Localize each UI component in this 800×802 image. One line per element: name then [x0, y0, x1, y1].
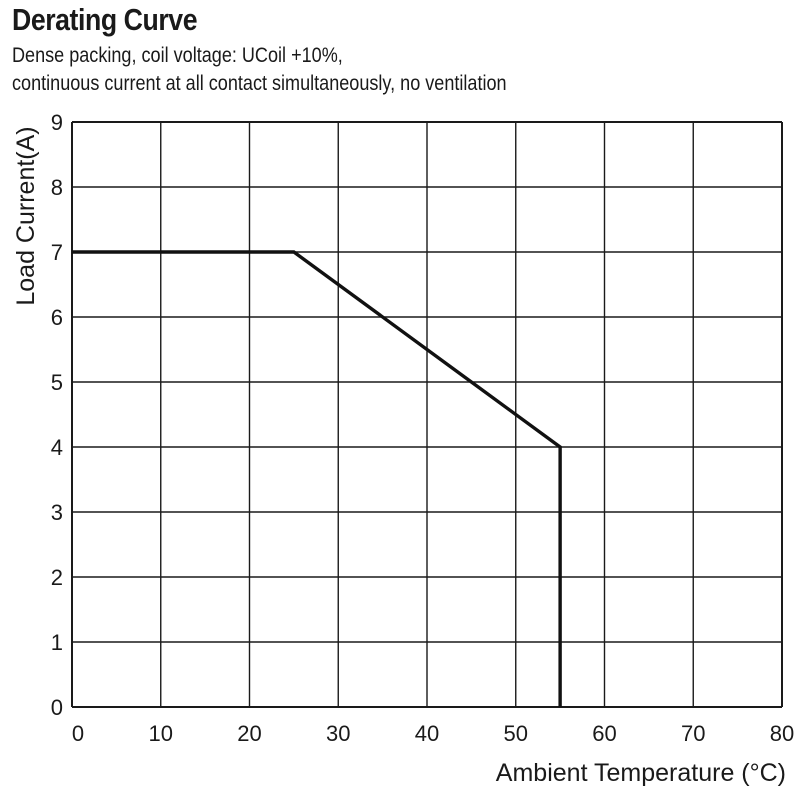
y-tick-label: 7 [51, 240, 63, 265]
y-tick-label: 8 [51, 175, 63, 200]
y-axis-label: Load Current(A) [12, 126, 40, 305]
chart-subtitle-line-2: continuous current at all contact simult… [12, 72, 507, 95]
x-axis-label: Ambient Temperature (°C) [496, 759, 786, 787]
y-tick-label: 9 [51, 110, 63, 135]
chart-title: Derating Curve [12, 2, 198, 37]
grid [71, 121, 783, 708]
chart-subtitle-line-1: Dense packing, coil voltage: UCoil +10%, [12, 44, 343, 67]
derating-curve-line [72, 250, 562, 707]
x-tick-label: 50 [504, 721, 528, 746]
x-tick-label: 70 [681, 721, 705, 746]
x-tick-label: 80 [770, 721, 794, 746]
y-tick-label: 6 [51, 305, 63, 330]
tick-labels: 0 10 20 30 40 50 60 70 80 0 1 2 3 4 5 6 7 8 9 [51, 110, 794, 746]
x-tick-label: 10 [149, 721, 173, 746]
y-tick-label: 1 [51, 630, 63, 655]
x-tick-label: 0 [72, 721, 84, 746]
y-tick-label: 0 [51, 695, 63, 720]
x-tick-label: 60 [592, 721, 616, 746]
y-tick-label: 5 [51, 370, 63, 395]
x-tick-label: 30 [326, 721, 350, 746]
y-tick-label: 3 [51, 500, 63, 525]
y-tick-label: 4 [51, 435, 63, 460]
y-tick-label: 2 [51, 565, 63, 590]
series-layer [72, 250, 562, 707]
x-tick-label: 20 [237, 721, 261, 746]
x-tick-label: 40 [415, 721, 439, 746]
